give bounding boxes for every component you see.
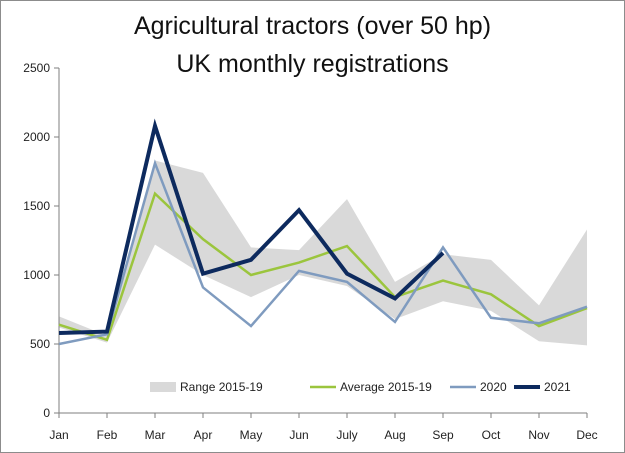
range-band — [59, 160, 587, 346]
x-tick-label: May — [240, 428, 263, 442]
chart-subtitle: UK monthly registrations — [176, 50, 449, 78]
x-tick-label: Apr — [194, 428, 213, 442]
x-tick-label: Aug — [384, 428, 405, 442]
x-tick-label: Nov — [528, 428, 549, 442]
y-tick-label: 500 — [30, 337, 50, 351]
x-tick-label: Sep — [432, 428, 454, 442]
x-tick-label: Oct — [482, 428, 501, 442]
x-tick-label: Jun — [289, 428, 308, 442]
y-tick-label: 2000 — [23, 130, 50, 144]
x-tick-label: Mar — [145, 428, 166, 442]
x-tick-label: Jan — [49, 428, 68, 442]
y-tick-label: 1500 — [23, 199, 50, 213]
legend-label: 2021 — [544, 380, 571, 394]
series-line — [58, 118, 445, 335]
series-line — [58, 191, 588, 342]
x-tick-label: July — [336, 428, 357, 442]
legend-label: 2020 — [480, 380, 507, 394]
x-tick-label: Dec — [576, 428, 597, 442]
legend-label: Average 2015-19 — [340, 380, 432, 394]
series-line — [58, 159, 588, 346]
y-tick-label: 2500 — [23, 61, 50, 75]
x-tick-label: Feb — [97, 428, 118, 442]
legend-swatch-range — [150, 382, 176, 392]
y-tick-label: 1000 — [23, 268, 50, 282]
y-tick-label: 0 — [43, 406, 50, 420]
legend-label: Range 2015-19 — [180, 380, 263, 394]
chart-title: Agricultural tractors (over 50 hp) — [133, 12, 492, 40]
